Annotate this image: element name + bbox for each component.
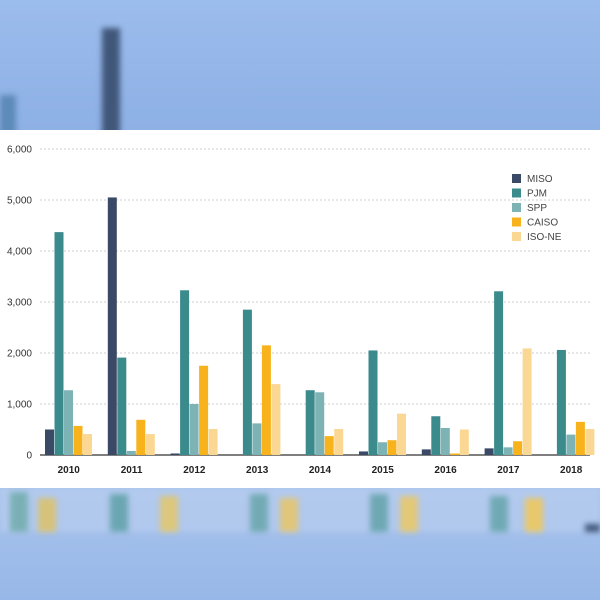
legend-label: PJM bbox=[527, 189, 547, 200]
legend-swatch bbox=[512, 203, 521, 212]
bar bbox=[305, 390, 315, 455]
y-tick-label: 2,000 bbox=[7, 349, 32, 360]
bar bbox=[368, 350, 378, 455]
blurred-bar bbox=[160, 496, 178, 532]
y-tick-label: 0 bbox=[26, 451, 32, 462]
bar bbox=[324, 436, 334, 455]
legend-swatch bbox=[512, 232, 521, 241]
blurred-bar bbox=[370, 494, 388, 532]
y-tick-label: 5,000 bbox=[7, 196, 32, 207]
bar bbox=[387, 440, 397, 455]
bar bbox=[440, 427, 450, 455]
bar bbox=[503, 447, 513, 455]
bar bbox=[585, 428, 595, 455]
blurred-bar bbox=[102, 28, 120, 130]
blurred-background-bottom bbox=[0, 488, 600, 600]
legend-swatch bbox=[512, 217, 521, 227]
bar bbox=[522, 348, 532, 455]
blurred-bar bbox=[585, 524, 600, 532]
bar bbox=[378, 442, 387, 455]
blurred-bar bbox=[280, 498, 298, 532]
x-tick-label: 2010 bbox=[58, 465, 81, 476]
bar bbox=[421, 449, 431, 455]
bar bbox=[136, 419, 146, 455]
blurred-bar bbox=[250, 494, 268, 532]
blurred-bar bbox=[490, 496, 508, 532]
x-tick-label: 2011 bbox=[121, 465, 143, 476]
blurred-bar bbox=[0, 95, 16, 130]
bar bbox=[45, 429, 54, 455]
blurred-bar bbox=[38, 498, 56, 532]
legend-label: ISO-NE bbox=[527, 232, 562, 243]
legend-swatch bbox=[512, 174, 521, 183]
bar bbox=[170, 453, 180, 455]
bar-chart: 0 1,000 2,000 3,000 4,000 5,000 6,000 2010 2011 2… bbox=[7, 145, 595, 476]
x-tick-label: 2017 bbox=[497, 465, 520, 476]
bar bbox=[431, 416, 441, 455]
bar bbox=[54, 232, 64, 455]
y-tick-label: 4,000 bbox=[7, 247, 32, 258]
bar bbox=[117, 357, 127, 455]
blurred-bar bbox=[400, 496, 418, 532]
bar bbox=[566, 434, 576, 455]
bar bbox=[459, 429, 469, 455]
blurred-bar bbox=[525, 498, 543, 532]
y-tick-label: 1,000 bbox=[7, 400, 32, 411]
bar bbox=[315, 392, 325, 455]
legend-swatch bbox=[512, 188, 521, 198]
bar bbox=[450, 453, 460, 455]
bar bbox=[513, 441, 523, 455]
bar bbox=[556, 349, 566, 455]
bar bbox=[334, 428, 344, 455]
bar bbox=[484, 448, 494, 455]
legend-label: MISO bbox=[527, 174, 553, 185]
bar bbox=[208, 428, 218, 455]
x-tick-label: 2013 bbox=[246, 465, 269, 476]
chart-card: 0 1,000 2,000 3,000 4,000 5,000 6,000 2010 2011 2… bbox=[0, 130, 600, 488]
bar bbox=[199, 365, 209, 455]
bar bbox=[359, 451, 368, 455]
x-tick-label: 2015 bbox=[372, 465, 395, 476]
bar bbox=[64, 390, 73, 455]
bar bbox=[145, 434, 155, 455]
blurred-bar bbox=[0, 488, 600, 532]
legend-label: CAISO bbox=[527, 218, 558, 229]
bar bbox=[252, 423, 262, 455]
bar bbox=[261, 345, 271, 455]
x-tick-label: 2018 bbox=[560, 465, 583, 476]
bar bbox=[126, 450, 136, 455]
bar bbox=[271, 384, 281, 455]
bar bbox=[107, 197, 117, 455]
blurred-bar bbox=[10, 492, 28, 532]
legend-label: SPP bbox=[527, 203, 547, 214]
blurred-bar bbox=[110, 494, 128, 532]
blurred-background-top bbox=[0, 0, 600, 130]
y-tick-label: 3,000 bbox=[7, 298, 32, 309]
y-tick-label: 6,000 bbox=[7, 145, 32, 156]
bar bbox=[575, 421, 585, 455]
bar bbox=[189, 404, 199, 455]
bar bbox=[397, 413, 406, 455]
x-tick-label: 2014 bbox=[309, 465, 332, 476]
x-tick-label: 2012 bbox=[183, 465, 206, 476]
bar bbox=[83, 434, 92, 455]
bar bbox=[494, 291, 504, 455]
x-tick-label: 2016 bbox=[434, 465, 457, 476]
bar bbox=[180, 290, 190, 455]
bar bbox=[242, 309, 252, 455]
bar bbox=[73, 425, 83, 455]
